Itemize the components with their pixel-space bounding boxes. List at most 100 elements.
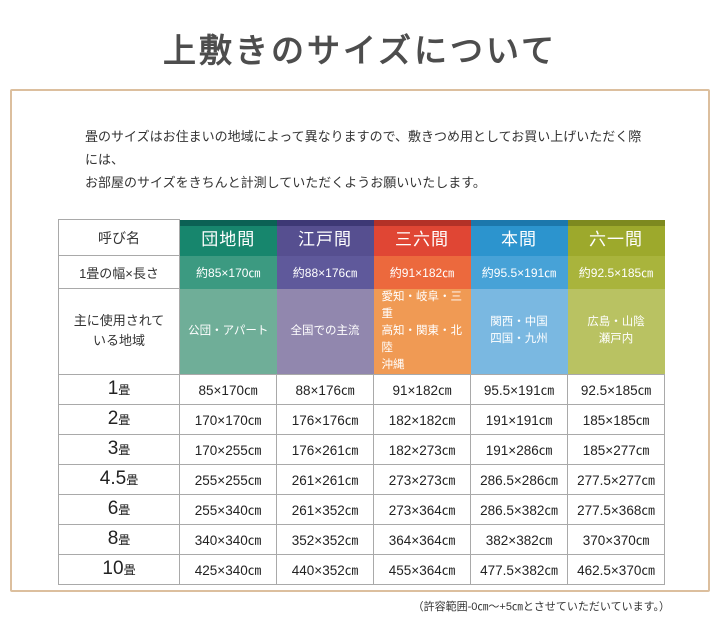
column-header-danchima: 団地間 xyxy=(179,219,277,256)
region-cell: 愛知・岐阜・三重 高知・関東・北陸 沖縄 xyxy=(373,288,471,374)
size-value: 340×340㎝ xyxy=(179,523,277,555)
tatami-count: 10 xyxy=(102,558,124,579)
size-value: 185×277㎝ xyxy=(567,433,665,465)
column-header-label: 団地間 xyxy=(201,230,256,249)
tatami-count: 2 xyxy=(107,408,119,429)
size-value: 477.5×382㎝ xyxy=(470,553,568,585)
tatami-count: 1 xyxy=(107,378,119,399)
corner-header: 呼び名 xyxy=(58,219,180,256)
table-row-4-5jo: 4.5畳 255×255㎝ 261×261㎝ 273×273㎝ 286.5×28… xyxy=(58,463,665,495)
table-row-10jo: 10畳 425×340㎝ 440×352㎝ 455×364㎝ 477.5×382… xyxy=(58,553,665,585)
size-value: 170×170㎝ xyxy=(179,403,277,435)
header-row: 呼び名 団地間 江戸間 三六間 本間 六一間 xyxy=(58,219,665,256)
tatami-count: 6 xyxy=(107,498,119,519)
size-value: 85×170㎝ xyxy=(179,373,277,405)
row-label: 10畳 xyxy=(58,553,180,585)
header-top-band xyxy=(180,219,277,226)
row-label: 6畳 xyxy=(58,493,180,525)
tatami-count: 3 xyxy=(107,438,119,459)
size-value: 364×364㎝ xyxy=(373,523,471,555)
size-value: 95.5×191㎝ xyxy=(470,373,568,405)
column-header-rokuichima: 六一間 xyxy=(567,219,665,256)
size-value: 170×255㎝ xyxy=(179,433,277,465)
header-top-band xyxy=(373,219,471,226)
size-value: 286.5×382㎝ xyxy=(470,493,568,525)
size-value: 273×364㎝ xyxy=(373,493,471,525)
tatami-count: 4.5 xyxy=(99,468,127,489)
tatami-unit: 畳 xyxy=(118,413,131,427)
size-value: 182×182㎝ xyxy=(373,403,471,435)
column-header-label: 本間 xyxy=(501,230,537,249)
size-value: 255×255㎝ xyxy=(179,463,277,495)
intro-line-1: 畳のサイズはお住まいの地域によって異なりますので、敷きつめ用としてお買い上げいた… xyxy=(85,129,642,167)
tatami-unit: 畳 xyxy=(123,563,136,577)
tatami-unit: 畳 xyxy=(118,383,131,397)
column-header-honma: 本間 xyxy=(470,219,568,256)
tatami-unit: 畳 xyxy=(118,443,131,457)
column-header-label: 江戸間 xyxy=(298,230,352,249)
size-value: 176×176㎝ xyxy=(276,403,374,435)
page-title: 上敷きのサイズについて xyxy=(162,31,558,70)
size-value: 182×273㎝ xyxy=(373,433,471,465)
intro-line-2: お部屋のサイズをきちんと計測していただくようお願いいたします。 xyxy=(85,175,486,190)
size-value: 88×176㎝ xyxy=(276,373,374,405)
region-cell: 広島・山陰 瀬戸内 xyxy=(567,288,665,374)
size-value: 440×352㎝ xyxy=(276,553,374,585)
row-label: 4.5畳 xyxy=(58,463,180,495)
tatami-unit: 畳 xyxy=(126,473,139,487)
size-value: 370×370㎝ xyxy=(567,523,665,555)
region-cell: 関西・中国 四国・九州 xyxy=(470,288,568,374)
region-row: 主に使用されて いる地域 公団・アパート 全国での主流 愛知・岐阜・三重 高知・… xyxy=(58,288,665,375)
size-value: 191×191㎝ xyxy=(470,403,568,435)
content-panel: 畳のサイズはお住まいの地域によって異なりますので、敷きつめ用としてお買い上げいた… xyxy=(10,89,710,613)
size-value: 277.5×368㎝ xyxy=(567,493,665,525)
size-value: 352×352㎝ xyxy=(276,523,374,555)
header-top-band xyxy=(567,219,665,226)
size-cell: 約92.5×185㎝ xyxy=(567,255,665,289)
size-value: 255×340㎝ xyxy=(179,493,277,525)
row-label: 3畳 xyxy=(58,433,180,465)
size-table-wrap: 呼び名 団地間 江戸間 三六間 本間 六一間 1畳の幅×長さ 約85×170㎝ … xyxy=(58,219,708,585)
size-value: 191×286㎝ xyxy=(470,433,568,465)
size-value: 277.5×277㎝ xyxy=(567,463,665,495)
table-row-2jo: 2畳 170×170㎝ 176×176㎝ 182×182㎝ 191×191㎝ 1… xyxy=(58,403,665,435)
tolerance-footnote: （許容範囲-0㎝〜+5㎝とさせていただいています。） xyxy=(412,600,670,613)
region-cell: 全国での主流 xyxy=(276,288,374,374)
table-row-8jo: 8畳 340×340㎝ 352×352㎝ 364×364㎝ 382×382㎝ 3… xyxy=(58,523,665,555)
header-top-band xyxy=(470,219,568,226)
column-header-label: 三六間 xyxy=(395,230,449,249)
tatami-unit: 畳 xyxy=(118,533,131,547)
row-label: 2畳 xyxy=(58,403,180,435)
one-tatami-size-row: 1畳の幅×長さ 約85×170㎝ 約88×176㎝ 約91×182㎝ 約95.5… xyxy=(58,255,665,289)
tatami-size-table: 呼び名 団地間 江戸間 三六間 本間 六一間 1畳の幅×長さ 約85×170㎝ … xyxy=(58,219,665,585)
region-cell: 公団・アパート xyxy=(179,288,277,374)
size-cell: 約91×182㎝ xyxy=(373,255,471,289)
size-cell: 約95.5×191㎝ xyxy=(470,255,568,289)
row-label: 1畳 xyxy=(58,373,180,405)
row-label: 8畳 xyxy=(58,523,180,555)
intro-text: 畳のサイズはお住まいの地域によって異なりますので、敷きつめ用としてお買い上げいた… xyxy=(85,125,653,194)
size-cell: 約85×170㎝ xyxy=(179,255,277,289)
table-row-1jo: 1畳 85×170㎝ 88×176㎝ 91×182㎝ 95.5×191㎝ 92.… xyxy=(58,373,665,405)
size-value: 382×382㎝ xyxy=(470,523,568,555)
size-value: 185×185㎝ xyxy=(567,403,665,435)
column-header-label: 六一間 xyxy=(589,230,643,249)
region-row-label: 主に使用されて いる地域 xyxy=(58,288,180,375)
column-header-sanrokuma: 三六間 xyxy=(373,219,471,256)
size-value: 92.5×185㎝ xyxy=(567,373,665,405)
size-value: 261×261㎝ xyxy=(276,463,374,495)
size-value: 462.5×370㎝ xyxy=(567,553,665,585)
tatami-count: 8 xyxy=(107,528,119,549)
size-value: 91×182㎝ xyxy=(373,373,471,405)
size-value: 455×364㎝ xyxy=(373,553,471,585)
size-value: 261×352㎝ xyxy=(276,493,374,525)
header-top-band xyxy=(276,219,374,226)
table-row-3jo: 3畳 170×255㎝ 176×261㎝ 182×273㎝ 191×286㎝ 1… xyxy=(58,433,665,465)
table-row-6jo: 6畳 255×340㎝ 261×352㎝ 273×364㎝ 286.5×382㎝… xyxy=(58,493,665,525)
size-value: 273×273㎝ xyxy=(373,463,471,495)
size-value: 425×340㎝ xyxy=(179,553,277,585)
column-header-edoma: 江戸間 xyxy=(276,219,374,256)
size-cell: 約88×176㎝ xyxy=(276,255,374,289)
size-value: 176×261㎝ xyxy=(276,433,374,465)
size-row-label: 1畳の幅×長さ xyxy=(58,255,180,289)
